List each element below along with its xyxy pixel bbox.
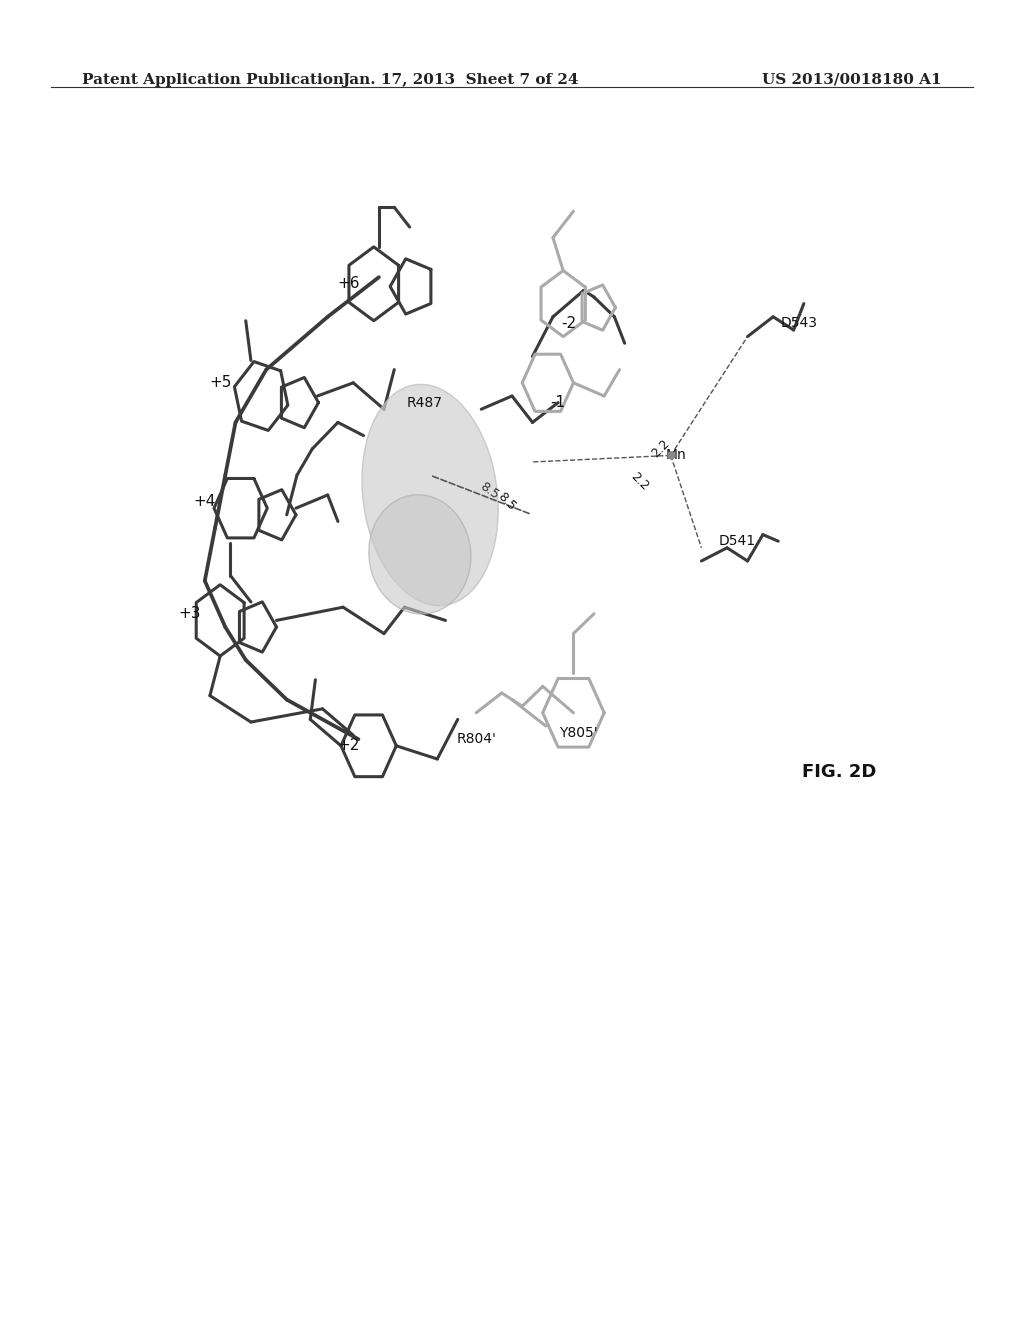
- Text: US 2013/0018180 A1: US 2013/0018180 A1: [763, 73, 942, 87]
- Text: 8.5: 8.5: [477, 480, 502, 502]
- Text: +5: +5: [209, 375, 231, 391]
- Ellipse shape: [369, 495, 471, 614]
- Text: 2.2: 2.2: [649, 437, 672, 461]
- Text: -1: -1: [551, 395, 565, 411]
- Text: Patent Application Publication: Patent Application Publication: [82, 73, 344, 87]
- Text: Y805': Y805': [559, 726, 598, 739]
- Text: FIG. 2D: FIG. 2D: [803, 763, 877, 781]
- Text: -2: -2: [561, 315, 575, 331]
- Text: D541: D541: [719, 535, 756, 548]
- Text: +2: +2: [337, 738, 359, 754]
- Text: 8.5: 8.5: [496, 490, 518, 513]
- Text: +4: +4: [194, 494, 216, 510]
- Text: Mn: Mn: [666, 449, 686, 462]
- Text: 2.2: 2.2: [629, 470, 651, 494]
- Text: +3: +3: [178, 606, 201, 622]
- Text: D543: D543: [780, 317, 817, 330]
- Text: +6: +6: [337, 276, 359, 292]
- Text: R804': R804': [457, 733, 496, 746]
- Text: Jan. 17, 2013  Sheet 7 of 24: Jan. 17, 2013 Sheet 7 of 24: [343, 73, 579, 87]
- Ellipse shape: [361, 384, 499, 606]
- Text: R487: R487: [407, 396, 443, 409]
